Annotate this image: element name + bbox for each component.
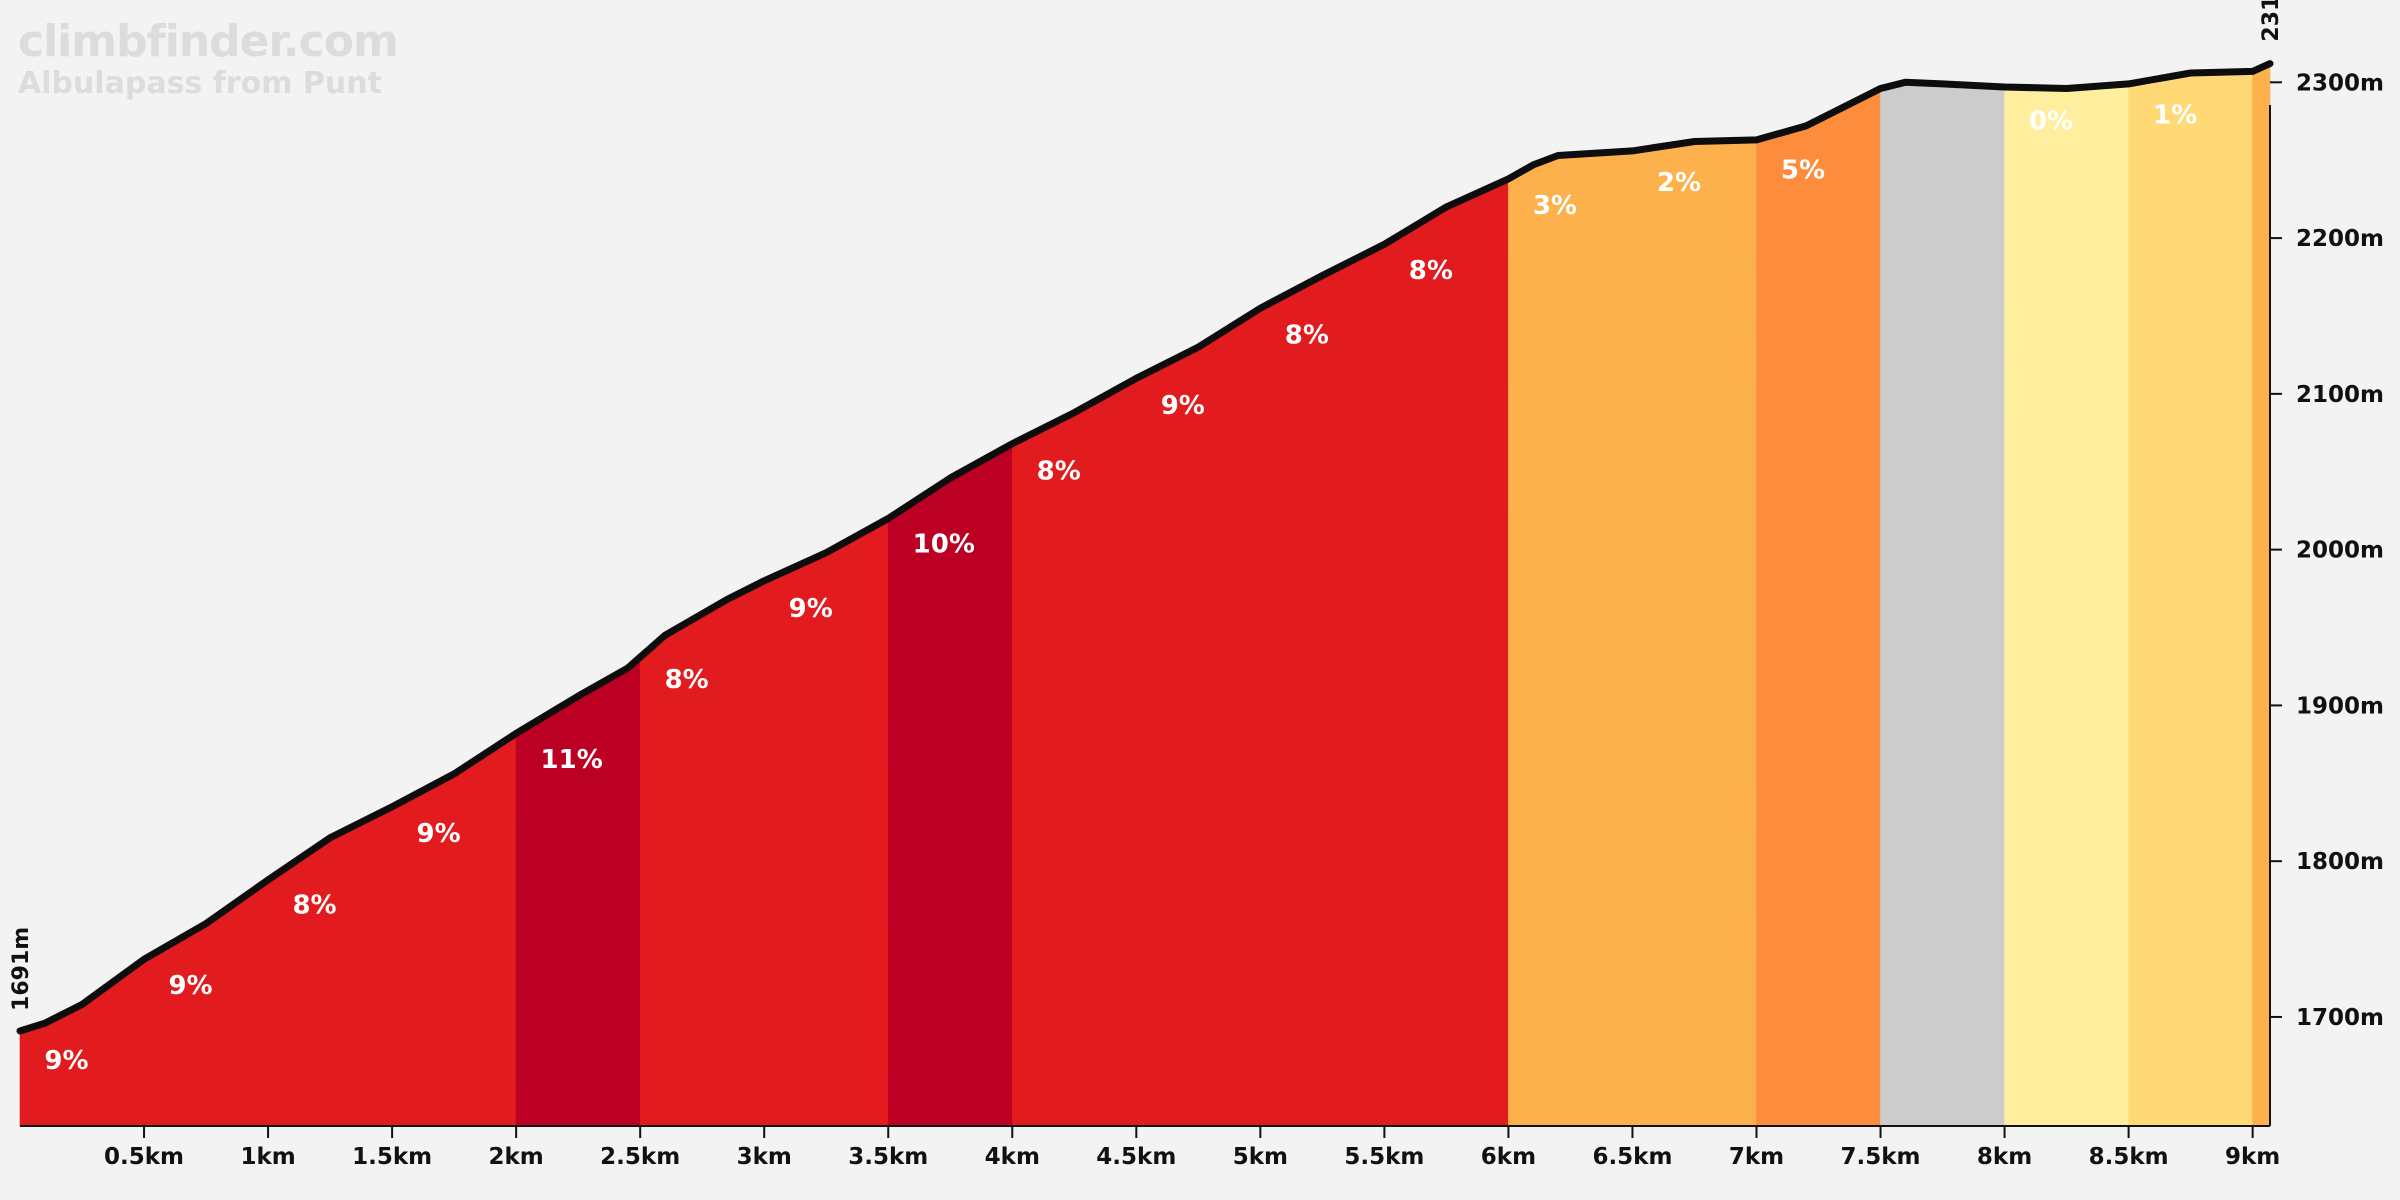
x-axis: 0.5km 1km 1.5km 2km 2.5km 3km 3.5km 4km 4.5km 5km… xyxy=(20,1125,2280,1170)
grade-label-0: 9% xyxy=(44,1046,88,1076)
x-tick-label-7: 4km xyxy=(985,1144,1040,1170)
grade-label-16: 1% xyxy=(2153,101,2197,131)
grade-label-7: 10% xyxy=(913,529,975,559)
x-tick-label-13: 7km xyxy=(1729,1144,1784,1170)
x-tick-label-0: 0.5km xyxy=(104,1144,184,1170)
y-tick-label-0: 1700m xyxy=(2296,1005,2384,1031)
x-tick-label-10: 5.5km xyxy=(1344,1144,1424,1170)
x-tick-label-8: 4.5km xyxy=(1096,1144,1176,1170)
grade-label-4: 11% xyxy=(541,745,603,775)
start-elevation-label: 1691m xyxy=(9,927,34,1011)
x-tick-label-3: 2km xyxy=(489,1144,544,1170)
gradient-segment-8 xyxy=(2004,83,2129,1127)
end-elevation-label: 2312m xyxy=(2259,0,2284,42)
grade-label-9: 9% xyxy=(1161,391,1205,421)
y-tick-label-5: 2200m xyxy=(2296,226,2384,252)
site-name: climbfinder.com xyxy=(18,16,399,67)
x-tick-label-6: 3.5km xyxy=(848,1144,928,1170)
y-axis: 1700m 1800m 1900m 2000m 2100m 2200m 2300m xyxy=(2269,70,2384,1126)
x-tick-label-5: 3km xyxy=(737,1144,792,1170)
end-labels: 1691m 2312m xyxy=(9,0,2284,1011)
gradient-segment-10 xyxy=(2252,63,2271,1127)
x-tick-label-15: 8km xyxy=(1977,1144,2032,1170)
x-tick-label-17: 9km xyxy=(2225,1144,2280,1170)
grade-label-15: 0% xyxy=(2029,106,2073,136)
gradient-segment-1 xyxy=(515,656,641,1127)
gradient-segment-4 xyxy=(1011,178,1509,1127)
grade-label-12: 3% xyxy=(1533,191,1577,221)
gradient-segment-6 xyxy=(1756,88,1881,1127)
x-tick-label-16: 8.5km xyxy=(2089,1144,2169,1170)
gradient-segment-7 xyxy=(1880,81,2005,1127)
brand-watermark: climbfinder.com Albulapass from Punt xyxy=(18,16,399,102)
x-tick-label-9: 5km xyxy=(1233,1144,1288,1170)
profile-line-group xyxy=(16,60,2274,1035)
gradient-segments xyxy=(19,63,2271,1127)
gradient-segment-5 xyxy=(1508,139,1757,1127)
grade-label-11: 8% xyxy=(1409,256,1453,286)
y-tick-label-2: 1900m xyxy=(2296,693,2384,719)
gradient-segment-2 xyxy=(639,517,889,1127)
y-tick-label-6: 2300m xyxy=(2296,70,2384,96)
grade-label-5: 8% xyxy=(665,665,709,695)
climb-name: Albulapass from Punt xyxy=(18,66,382,101)
x-tick-label-11: 6km xyxy=(1481,1144,1536,1170)
x-tick-label-1: 1km xyxy=(240,1144,295,1170)
x-tick-label-14: 7.5km xyxy=(1841,1144,1921,1170)
x-tick-label-12: 6.5km xyxy=(1592,1144,1672,1170)
gradient-segment-9 xyxy=(2128,71,2253,1127)
x-tick-label-2: 1.5km xyxy=(352,1144,432,1170)
grade-label-1: 9% xyxy=(168,971,212,1001)
grade-labels: 9% 9% 8% 9% 11% 8% 9% 10% 8% 9% 8% 8% 3% 2% 5% 0% 1% xyxy=(44,101,2197,1076)
gradient-segment-0 xyxy=(19,732,517,1127)
y-tick-label-3: 2000m xyxy=(2296,538,2384,564)
y-tick-label-4: 2100m xyxy=(2296,382,2384,408)
grade-label-3: 9% xyxy=(417,819,461,849)
grade-label-8: 8% xyxy=(1037,456,1081,486)
y-tick-label-1: 1800m xyxy=(2296,849,2384,875)
grade-label-6: 9% xyxy=(789,594,833,624)
grade-label-10: 8% xyxy=(1285,321,1329,351)
grade-label-14: 5% xyxy=(1781,155,1825,185)
profile-line xyxy=(16,60,2274,1035)
grade-label-2: 8% xyxy=(292,890,336,920)
grade-label-13: 2% xyxy=(1657,168,1701,198)
x-tick-label-4: 2.5km xyxy=(600,1144,680,1170)
